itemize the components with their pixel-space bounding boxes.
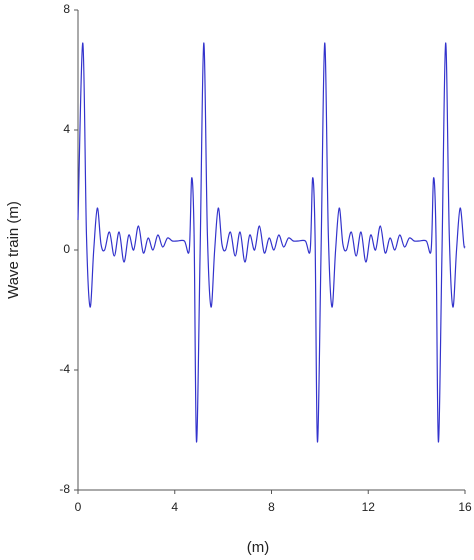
- y-tick-label: 4: [63, 122, 70, 136]
- wave-line: [77, 42, 466, 443]
- y-tick-label: 8: [63, 2, 70, 16]
- x-tick-label: 8: [268, 500, 275, 514]
- x-tick-label: 16: [458, 500, 472, 514]
- y-axis-label: Wave train (m): [5, 201, 22, 299]
- x-axis-label: (m): [247, 539, 270, 556]
- x-tick-label: 0: [75, 500, 82, 514]
- y-tick-label: -8: [59, 482, 70, 496]
- y-tick-label: 0: [63, 242, 70, 256]
- y-tick-label: -4: [59, 362, 70, 376]
- x-tick-label: 12: [362, 500, 376, 514]
- x-tick-label: 4: [171, 500, 178, 514]
